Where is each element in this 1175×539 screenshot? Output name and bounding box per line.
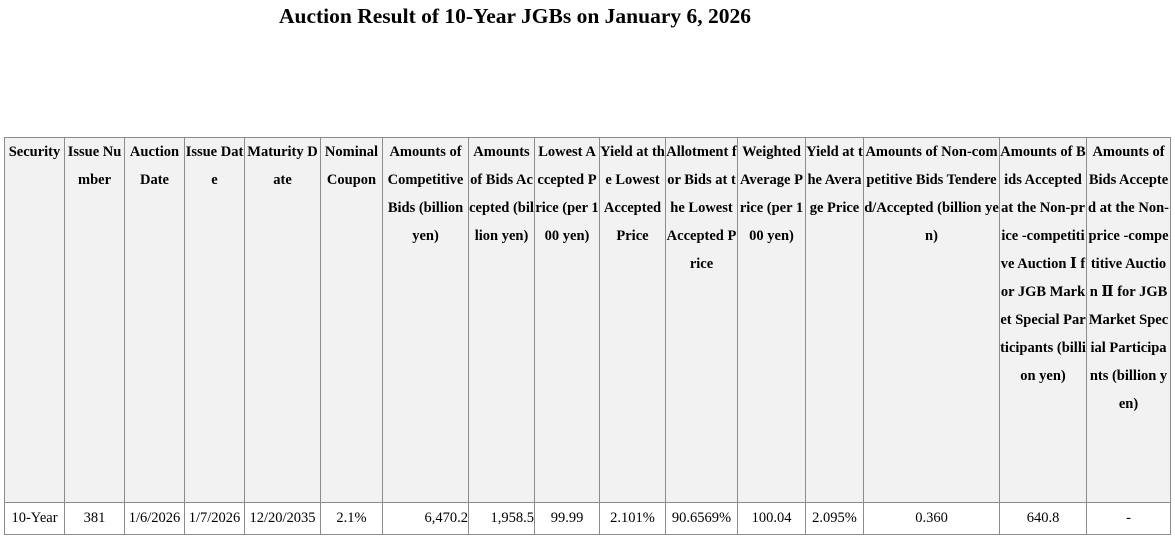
header-competitive-bids: Amounts of Competitive Bids (billion yen… xyxy=(383,138,469,503)
cell-non-price-auction-1: 640.8 xyxy=(1000,503,1087,535)
page-title: Auction Result of 10-Year JGBs on Januar… xyxy=(278,4,752,28)
header-maturity-date: Maturity Date xyxy=(245,138,321,503)
header-auction-date: Auction Date xyxy=(125,138,185,503)
header-weighted-average-price: Weighted Average Price (per 100 yen) xyxy=(738,138,806,503)
header-security: Security xyxy=(5,138,65,503)
table-header-row: Security Issue Number Auction Date Issue… xyxy=(5,138,1171,503)
cell-issue-date: 1/7/2026 xyxy=(185,503,245,535)
cell-nominal-coupon: 2.1% xyxy=(321,503,383,535)
cell-auction-date: 1/6/2026 xyxy=(125,503,185,535)
header-bids-accepted: Amounts of Bids Accepted (billion yen) xyxy=(469,138,535,503)
header-nominal-coupon: Nominal Coupon xyxy=(321,138,383,503)
header-yield-lowest: Yield at the Lowest Accepted Price xyxy=(600,138,666,503)
header-lowest-accepted-price: Lowest Accepted Price (per 100 yen) xyxy=(535,138,600,503)
table-row: 10-Year 381 1/6/2026 1/7/2026 12/20/2035… xyxy=(5,503,1171,535)
header-issue-number: Issue Number xyxy=(65,138,125,503)
cell-lowest-accepted-price: 99.99 xyxy=(535,503,600,535)
cell-allotment-lowest: 90.6569% xyxy=(666,503,738,535)
cell-issue-number: 381 xyxy=(65,503,125,535)
cell-security: 10-Year xyxy=(5,503,65,535)
cell-maturity-date: 12/20/2035 xyxy=(245,503,321,535)
cell-yield-average: 2.095% xyxy=(806,503,864,535)
header-yield-average: Yield at the Average Price xyxy=(806,138,864,503)
cell-yield-lowest: 2.101% xyxy=(600,503,666,535)
cell-competitive-bids: 6,470.2 xyxy=(383,503,469,535)
auction-results-table: Security Issue Number Auction Date Issue… xyxy=(4,137,1171,535)
header-allotment-lowest: Allotment for Bids at the Lowest Accepte… xyxy=(666,138,738,503)
header-non-competitive-bids: Amounts of Non-competitive Bids Tendered… xyxy=(864,138,1000,503)
header-non-price-auction-2: Amounts of Bids Accepted at the Non-pric… xyxy=(1087,138,1171,503)
cell-non-competitive-bids: 0.360 xyxy=(864,503,1000,535)
cell-non-price-auction-2: - xyxy=(1087,503,1171,535)
cell-weighted-average-price: 100.04 xyxy=(738,503,806,535)
cell-bids-accepted: 1,958.5 xyxy=(469,503,535,535)
header-non-price-auction-1: Amounts of Bids Accepted at the Non-pric… xyxy=(1000,138,1087,503)
header-issue-date: Issue Date xyxy=(185,138,245,503)
